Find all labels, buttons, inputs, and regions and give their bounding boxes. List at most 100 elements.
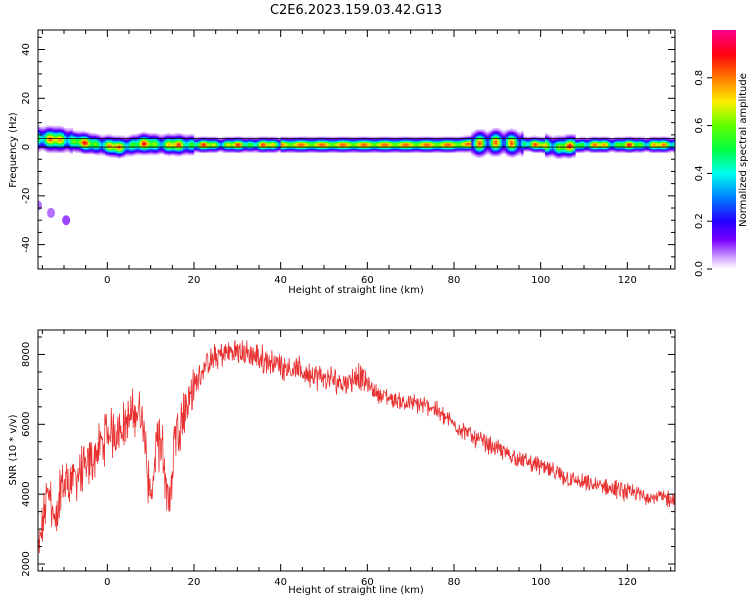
heatmap-cell (100, 152, 104, 155)
heatmap-cell (172, 150, 175, 152)
heatmap-cell (341, 150, 344, 152)
heatmap-cell (464, 145, 468, 147)
heatmap-cell (592, 136, 596, 139)
heatmap-cell (391, 148, 394, 151)
heatmap-cell (42, 126, 45, 129)
heatmap-cell (66, 136, 69, 139)
heatmap-cell (68, 130, 71, 133)
heatmap-cell (445, 141, 448, 144)
heatmap-cell (304, 142, 307, 145)
heatmap-cell (458, 147, 461, 150)
heatmap-cell (92, 148, 95, 151)
heatmap-cell (287, 150, 290, 152)
heatmap-cell (209, 151, 212, 153)
heatmap-cell (74, 141, 78, 144)
heatmap-cell (152, 144, 156, 146)
heatmap-cell (657, 136, 661, 139)
heatmap-cell (83, 144, 86, 146)
heatmap-cell (638, 151, 641, 153)
heatmap-cell (642, 136, 645, 139)
heatmap-cell (215, 145, 219, 147)
heatmap-cell (612, 142, 615, 145)
heatmap-cell (308, 141, 312, 144)
heatmap-cell (83, 142, 86, 145)
heatmap-cell (224, 144, 227, 146)
heatmap-cell (144, 144, 147, 146)
heatmap-cell (581, 145, 585, 147)
heatmap-cell (302, 136, 305, 139)
heatmap-cell (170, 147, 173, 150)
heatmap-cell (365, 136, 368, 139)
heatmap-cell (501, 147, 505, 150)
heatmap-cell (562, 144, 565, 146)
heatmap-cell (113, 135, 117, 137)
heatmap-cell (603, 142, 606, 145)
heatmap-cell (90, 142, 93, 145)
heatmap-cell (618, 144, 622, 146)
heatmap-cell (109, 151, 112, 153)
heatmap-cell (269, 151, 273, 153)
heatmap-cell (224, 148, 227, 151)
heatmap-cell (391, 150, 394, 152)
heatmap-cell (664, 147, 667, 150)
heatmap-cell (664, 136, 667, 139)
heatmap-cell (425, 139, 429, 141)
heatmap-cell (200, 141, 203, 144)
heatmap-cell (497, 140, 500, 142)
heatmap-cell (480, 129, 483, 131)
heatmap-cell (519, 147, 522, 150)
heatmap-cell (83, 131, 86, 134)
heatmap-cell (477, 133, 481, 135)
heatmap-cell (46, 129, 50, 131)
heatmap-cell (618, 136, 622, 139)
heatmap-cell (386, 140, 390, 142)
heatmap-cell (508, 153, 511, 156)
heatmap-cell (425, 150, 429, 152)
heatmap-cell (649, 141, 652, 144)
heatmap-cell (168, 153, 171, 156)
heatmap-cell (126, 135, 130, 137)
heatmap-cell (191, 139, 195, 141)
heatmap-cell (579, 140, 583, 142)
heatmap-cell (668, 139, 671, 141)
heatmap-cell (495, 134, 498, 136)
heatmap-cell (503, 134, 507, 136)
heatmap-cell (139, 144, 143, 146)
heatmap-cell (324, 144, 327, 146)
heatmap-cell (94, 153, 97, 156)
heatmap-cell (237, 140, 240, 142)
heatmap-cell (237, 144, 240, 146)
heatmap-cell (633, 144, 637, 146)
heatmap-cell (137, 133, 141, 135)
heatmap-cell (644, 139, 648, 141)
heatmap-cell (382, 142, 385, 145)
heatmap-cell (371, 136, 375, 139)
heatmap-cell (343, 144, 346, 146)
heatmap-cell (397, 147, 401, 150)
heatmap-cell (545, 152, 548, 155)
heatmap-cell (653, 150, 656, 152)
heatmap-cell (330, 139, 333, 141)
heatmap-cell (657, 145, 661, 147)
heatmap-cell (118, 142, 121, 145)
heatmap-cell (551, 150, 554, 152)
heatmap-cell (590, 145, 593, 147)
heatmap-cell (326, 142, 329, 145)
heatmap-cell (356, 150, 359, 152)
heatmap-cell (467, 142, 470, 145)
heatmap-cell (625, 139, 628, 141)
heatmap-cell (100, 140, 104, 142)
heatmap-cell (469, 139, 472, 141)
heatmap-cell (116, 135, 119, 137)
heatmap-cell (547, 145, 550, 147)
heatmap-cell (46, 128, 50, 130)
heatmap-cell (228, 151, 232, 153)
heatmap-cell (603, 150, 606, 152)
heatmap-cell (428, 140, 431, 142)
heatmap-cell (83, 151, 86, 153)
heatmap-cell (560, 148, 563, 151)
heatmap-cell (475, 150, 479, 152)
heatmap-cell (395, 144, 398, 146)
heatmap-cell (66, 133, 69, 135)
heatmap-cell (577, 139, 580, 141)
